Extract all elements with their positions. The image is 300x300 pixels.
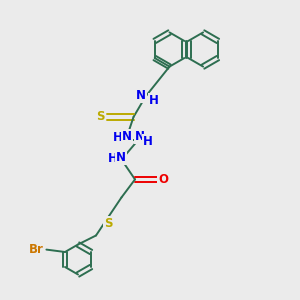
Text: N: N <box>116 151 126 164</box>
Text: H: H <box>113 130 122 144</box>
Text: H: H <box>108 152 117 165</box>
Text: O: O <box>158 173 168 186</box>
Text: N: N <box>136 89 146 102</box>
Text: H: H <box>143 135 153 148</box>
Text: S: S <box>104 217 113 230</box>
Text: H: H <box>149 94 158 107</box>
Text: S: S <box>96 110 104 124</box>
Text: N: N <box>134 130 145 143</box>
Text: N: N <box>122 130 132 143</box>
Text: Br: Br <box>28 243 44 256</box>
